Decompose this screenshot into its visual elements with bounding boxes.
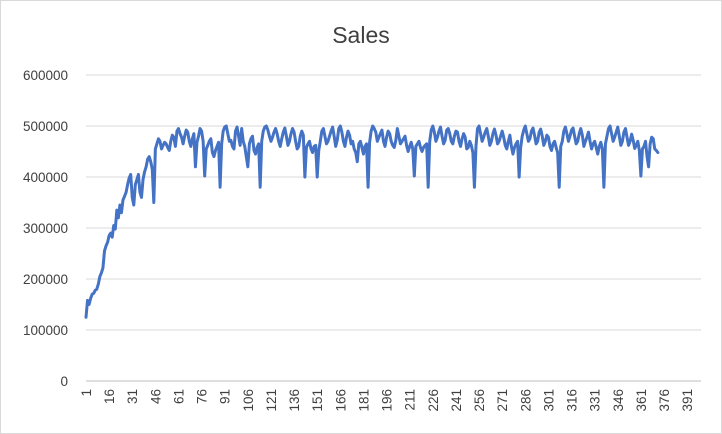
x-tick-label: 376 xyxy=(657,389,672,412)
y-tick-label: 500000 xyxy=(23,119,68,134)
x-tick-label: 31 xyxy=(125,389,140,404)
y-tick-label: 400000 xyxy=(23,170,68,185)
y-tick-label: 100000 xyxy=(23,323,68,338)
x-tick-label: 16 xyxy=(102,389,117,404)
y-tick-label: 600000 xyxy=(23,68,68,83)
x-tick-label: 121 xyxy=(264,389,279,412)
y-tick-label: 0 xyxy=(60,374,68,389)
x-tick-label: 211 xyxy=(403,389,418,411)
x-tick-label: 316 xyxy=(565,389,580,412)
x-tick-label: 181 xyxy=(356,389,371,412)
chart-title: Sales xyxy=(332,22,390,48)
y-tick-label: 300000 xyxy=(23,221,68,236)
x-tick-label: 361 xyxy=(634,389,649,412)
x-tick-label: 331 xyxy=(588,389,603,412)
x-tick-label: 286 xyxy=(518,389,533,412)
x-tick-label: 166 xyxy=(333,389,348,412)
x-tick-label: 241 xyxy=(449,389,464,412)
x-tick-label: 301 xyxy=(541,389,556,412)
x-tick-label: 226 xyxy=(426,389,441,412)
x-tick-label: 346 xyxy=(611,389,626,412)
y-axis-tick-labels: 0 100000 200000 300000 400000 500000 600000 xyxy=(23,68,68,389)
x-tick-label: 1 xyxy=(79,389,94,397)
x-tick-label: 391 xyxy=(680,389,695,412)
series-line-sales xyxy=(84,124,660,319)
x-tick-label: 136 xyxy=(287,389,302,412)
x-tick-label: 196 xyxy=(380,389,395,412)
x-tick-label: 256 xyxy=(472,389,487,412)
x-tick-label: 271 xyxy=(495,389,510,412)
x-axis-tick-labels: 1 16 31 46 61 76 91 106 121 136 151 166 181 196 211 226… xyxy=(79,389,695,412)
y-tick-label: 200000 xyxy=(23,272,68,287)
x-tick-label: 91 xyxy=(218,389,233,404)
x-tick-label: 151 xyxy=(310,389,325,412)
x-tick-label: 106 xyxy=(241,389,256,412)
x-tick-label: 46 xyxy=(148,389,163,404)
gridlines xyxy=(86,74,701,331)
x-tick-label: 76 xyxy=(195,389,210,404)
x-tick-label: 61 xyxy=(171,389,186,404)
